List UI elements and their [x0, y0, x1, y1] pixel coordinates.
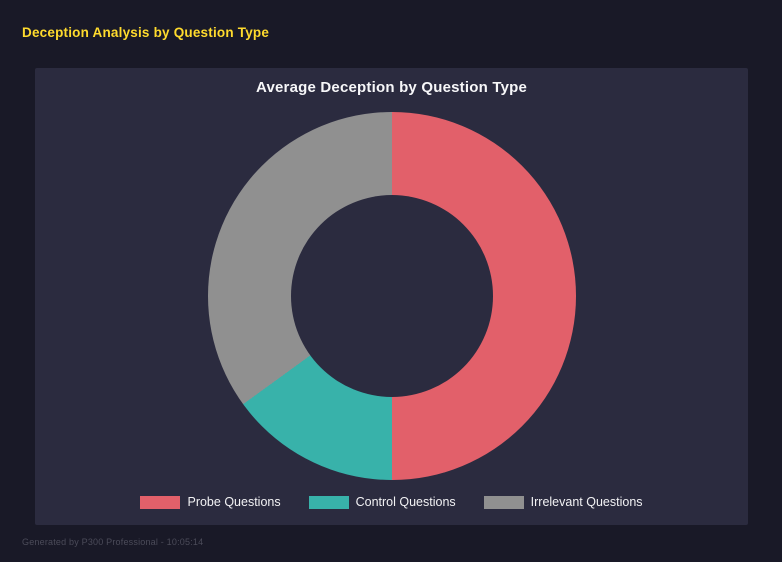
chart-title: Average Deception by Question Type: [255, 79, 528, 96]
footer: Generated by P300 Professional - 10:05:1…: [22, 532, 203, 550]
legend-label-control-questions: Control Questions: [355, 495, 456, 509]
legend-item-irrelevant-questions[interactable]: Irrelevant Questions: [483, 495, 643, 509]
donut-chart[interactable]: [207, 111, 576, 480]
legend-item-probe-questions[interactable]: Probe Questions: [140, 495, 281, 509]
legend-label-irrelevant-questions: Irrelevant Questions: [530, 495, 643, 509]
legend-swatch-irrelevant-questions: [483, 495, 524, 509]
donut-hole: [290, 194, 493, 397]
donut-area: [35, 96, 748, 495]
page-header: Deception Analysis by Question Type: [22, 24, 269, 42]
page-title: Deception Analysis by Question Type: [22, 25, 270, 40]
legend-swatch-control-questions: [308, 495, 349, 509]
legend-item-control-questions[interactable]: Control Questions: [308, 495, 456, 509]
legend-swatch-probe-questions: [140, 495, 181, 509]
footer-text: Generated by P300 Professional - 10:05:1…: [22, 537, 204, 547]
chart-legend: Probe Questions Control Questions Irrele…: [140, 495, 643, 509]
chart-panel: Average Deception by Question Type Probe…: [35, 68, 748, 525]
legend-label-probe-questions: Probe Questions: [187, 495, 281, 509]
